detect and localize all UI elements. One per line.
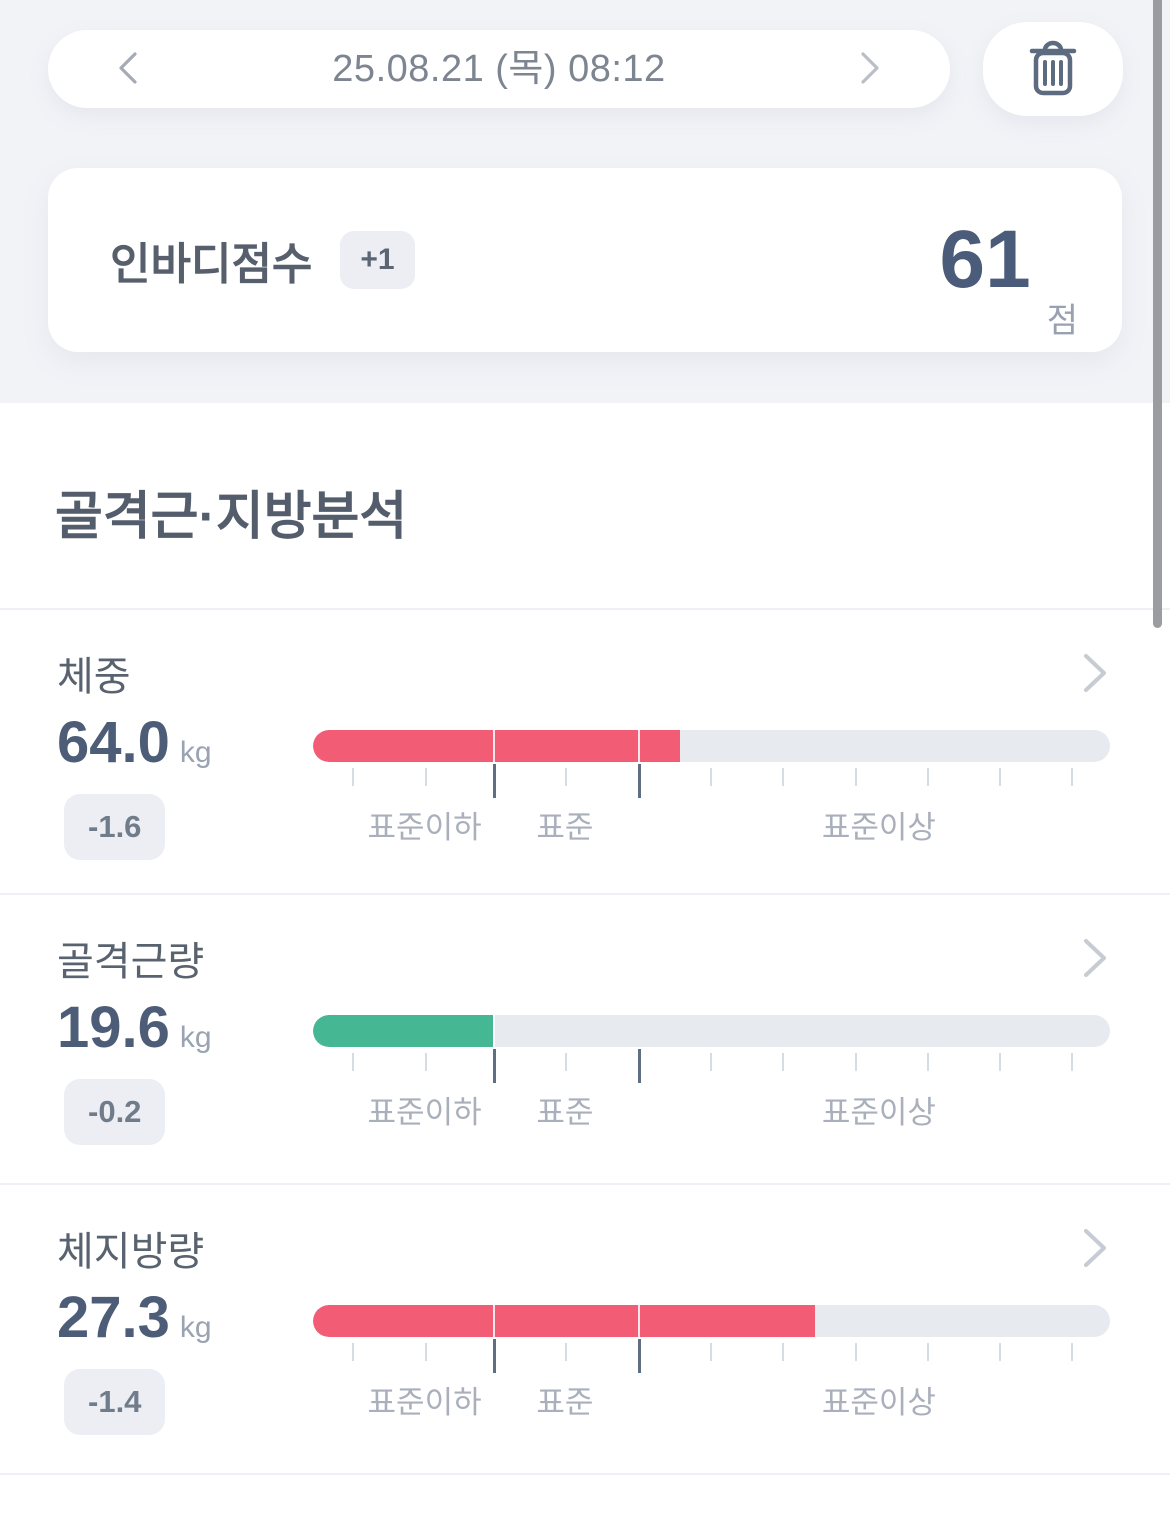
metric-unit: kg [179,736,212,769]
chevron-right-icon [853,48,887,91]
metric-detail-button[interactable] [1080,935,1110,981]
zone-label: 표준이상 [821,1095,936,1130]
gauge-fill [313,1305,816,1337]
chevron-left-icon [111,48,145,91]
zone-label: 표준 [536,810,594,845]
metric-label: 체중 [57,655,131,699]
minor-tick [854,768,857,786]
minor-tick [564,1053,567,1071]
metric-label: 골격근량 [57,940,205,984]
metric-unit: kg [179,1311,212,1344]
minor-tick [999,768,1002,786]
minor-tick [926,1343,929,1361]
minor-tick [352,768,355,786]
major-tick [493,1049,497,1083]
minor-tick [781,1343,784,1361]
chevron-right-icon [1082,1229,1108,1274]
metric-label: 체지방량 [57,1230,205,1274]
minor-tick [709,1053,712,1071]
metric-delta-badge: -1.6 [64,794,166,860]
zone-label: 표준 [536,1095,594,1130]
metric-value: 19.6 [57,995,170,1060]
metric-detail-button[interactable] [1080,1225,1110,1271]
bar-zone-separator [493,1305,496,1337]
score-value: 61 [939,214,1031,305]
bar-zone-separator [638,1305,641,1337]
metric-delta-badge: -0.2 [64,1079,166,1145]
zone-label: 표준이하 [367,810,482,845]
bar-zone-separator [638,730,641,762]
metric-row-weight[interactable]: 체중 64.0 kg -1.6 표준이하 표준 표준이상 [0,608,1170,893]
minor-tick [352,1343,355,1361]
score-card-title: 인바디점수 [110,240,313,289]
major-tick [638,764,642,798]
minor-tick [1070,1053,1073,1071]
major-tick [638,1339,642,1373]
minor-tick [709,1343,712,1361]
minor-tick [781,1053,784,1071]
gauge-bar [313,1305,1110,1337]
minor-tick [999,1053,1002,1071]
score-delta-badge: +1 [340,231,415,289]
gauge: 표준이하 표준 표준이상 [313,730,1110,845]
minor-tick [424,768,427,786]
minor-tick [1070,768,1073,786]
minor-tick [352,1053,355,1071]
minor-tick [926,1053,929,1071]
next-date-button[interactable] [810,30,930,108]
score-card: 인바디점수 +1 61 점 [48,168,1122,352]
date-display: 25.08.21 (목) 08:12 [332,48,666,90]
gauge: 표준이하 표준 표준이상 [313,1305,1110,1420]
minor-tick [1070,1343,1073,1361]
scrollbar[interactable] [1153,0,1162,628]
major-tick [493,764,497,798]
minor-tick [424,1343,427,1361]
zone-label: 표준이상 [821,1385,936,1420]
gauge-bar [313,1015,1110,1047]
gauge-fill [313,730,680,762]
metric-detail-button[interactable] [1080,650,1110,696]
bar-zone-separator [493,1015,496,1047]
minor-tick [564,768,567,786]
metric-row-body-fat[interactable]: 체지방량 27.3 kg -1.4 표준이하 표준 표준이상 [0,1183,1170,1473]
top-band: 25.08.21 (목) 08:12 [0,0,1170,403]
minor-tick [926,768,929,786]
minor-tick [564,1343,567,1361]
delete-record-button[interactable] [983,22,1123,116]
zone-label: 표준이상 [821,810,936,845]
gauge-fill [313,1015,494,1047]
chevron-right-icon [1082,654,1108,699]
trash-icon [1025,38,1081,101]
minor-tick [854,1053,857,1071]
divider [0,1473,1170,1475]
zone-label: 표준이하 [367,1095,482,1130]
metric-row-skeletal-muscle[interactable]: 골격근량 19.6 kg -0.2 표준이하 표준 표준이상 [0,893,1170,1183]
metric-unit: kg [179,1021,212,1054]
minor-tick [709,768,712,786]
zone-label: 표준 [536,1385,594,1420]
bar-zone-separator [493,730,496,762]
minor-tick [424,1053,427,1071]
gauge-bar [313,730,1110,762]
score-unit: 점 [1046,302,1078,340]
major-tick [638,1049,642,1083]
metric-delta-badge: -1.4 [64,1369,166,1435]
chevron-right-icon [1082,939,1108,984]
gauge: 표준이하 표준 표준이상 [313,1015,1110,1130]
metric-value: 64.0 [57,710,170,775]
minor-tick [854,1343,857,1361]
zone-label: 표준이하 [367,1385,482,1420]
minor-tick [999,1343,1002,1361]
section-title: 골격근·지방분석 [55,488,408,546]
date-nav: 25.08.21 (목) 08:12 [48,30,950,108]
metric-value: 27.3 [57,1285,170,1350]
minor-tick [781,768,784,786]
major-tick [493,1339,497,1373]
prev-date-button[interactable] [68,30,188,108]
